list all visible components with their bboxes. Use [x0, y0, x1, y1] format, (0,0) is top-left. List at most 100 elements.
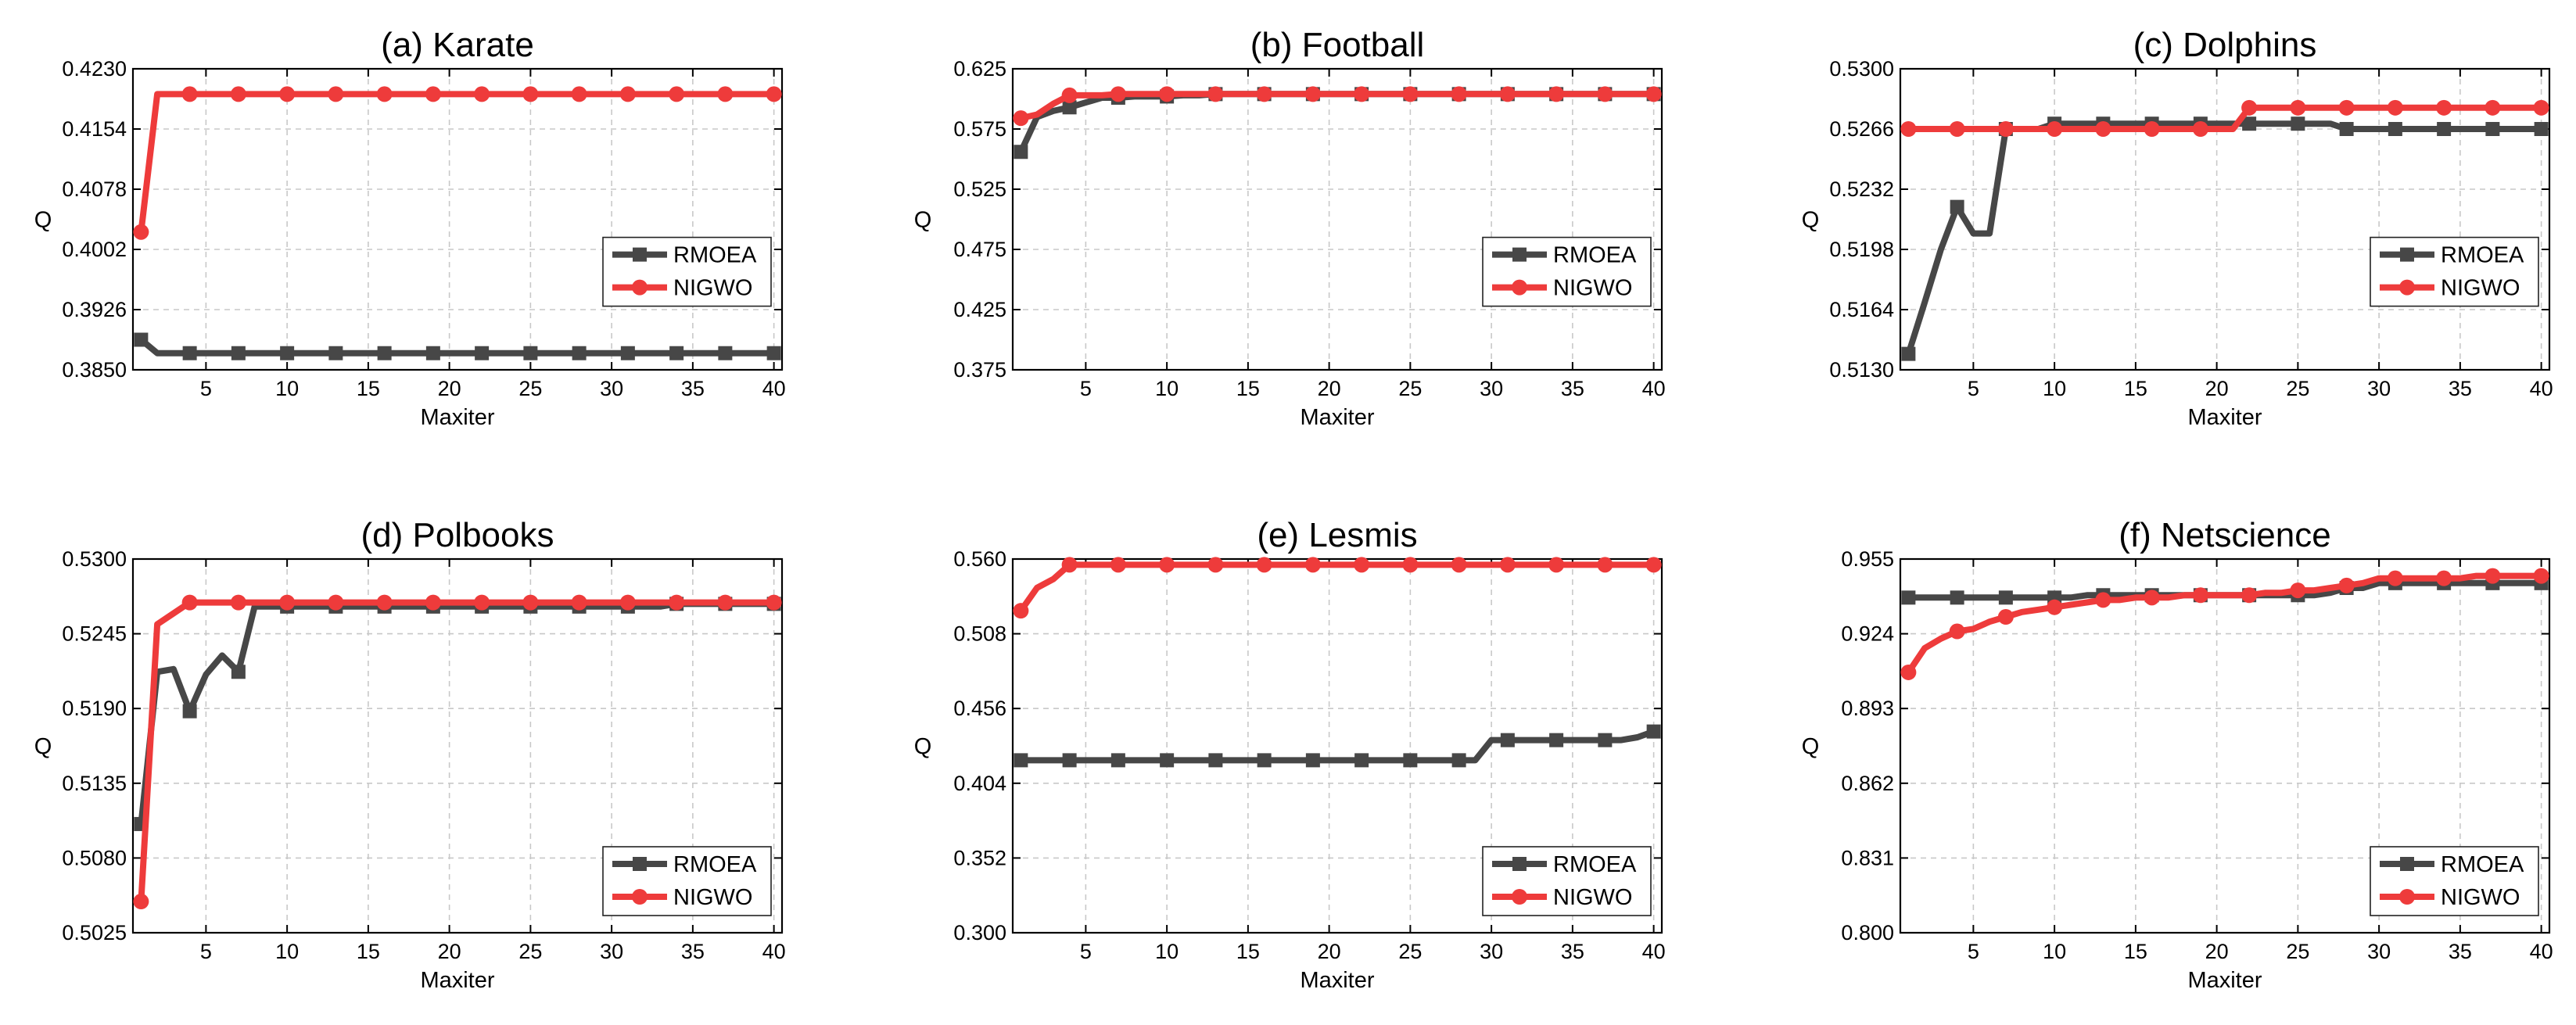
data-point: [425, 346, 440, 360]
y-tick-label: 0.300: [953, 921, 1006, 944]
y-tick-label: 0.924: [1841, 622, 1894, 646]
data-point: [2192, 587, 2208, 604]
data-point: [377, 346, 392, 360]
data-point: [1061, 557, 1078, 573]
data-point: [2047, 599, 2063, 615]
data-point: [2436, 570, 2452, 586]
y-tick-label: 0.508: [953, 622, 1006, 646]
legend-label: RMOEA: [2441, 243, 2524, 268]
legend-box: [602, 846, 772, 916]
chart-polbooks: 5 10 15 20 25 30 35 40 0.5025 0.5080 0.5135 0.5190 0…: [34, 516, 786, 993]
data-point: [230, 594, 246, 611]
data-point: [523, 346, 538, 360]
x-tick-label: 25: [1398, 940, 1422, 963]
plot-frame: [131, 557, 784, 934]
legend-marker: [1512, 247, 1527, 262]
y-tick-label: 0.831: [1841, 846, 1894, 869]
plot-frame: [1011, 557, 1663, 934]
plot-frame: [1899, 67, 2551, 371]
data-point: [474, 594, 490, 611]
data-point: [474, 86, 490, 102]
chart-title: (e) Lesmis: [1257, 516, 1417, 554]
data-point: [2388, 122, 2402, 136]
series-nigwo: [1013, 557, 1662, 619]
data-point: [1548, 557, 1565, 573]
legend-label: NIGWO: [673, 885, 753, 910]
y-tick-label: 0.456: [953, 697, 1006, 720]
data-point: [2437, 122, 2452, 136]
x-tick-label: 20: [1318, 377, 1341, 400]
data-point: [2338, 577, 2355, 593]
data-point: [1997, 121, 2014, 137]
x-tick-label: 10: [2043, 940, 2066, 963]
x-tick-label: 30: [600, 377, 623, 400]
chart-title: (d) Polbooks: [361, 516, 554, 554]
data-point: [1500, 733, 1515, 747]
x-tick-label: 35: [1561, 377, 1584, 400]
y-tick-label: 0.5232: [1829, 177, 1894, 201]
x-tick-label: 20: [2205, 940, 2229, 963]
y-tick-label: 0.5266: [1829, 117, 1894, 141]
data-point: [1110, 86, 1126, 102]
y-axis-label: Q: [34, 208, 52, 233]
y-tick-label: 0.5130: [1829, 358, 1894, 382]
data-point: [328, 346, 343, 360]
data-point: [1499, 557, 1516, 573]
x-tick-label: 15: [1236, 940, 1260, 963]
data-point: [231, 346, 246, 360]
data-point: [522, 86, 539, 102]
x-tick-label: 35: [1561, 940, 1584, 963]
y-axis-label: Q: [914, 208, 932, 233]
data-point: [619, 86, 636, 102]
data-point: [1354, 557, 1370, 573]
data-point: [1256, 86, 1272, 102]
series-rmoea: [1014, 87, 1661, 159]
data-point: [2338, 99, 2355, 116]
data-point: [2436, 99, 2452, 116]
data-point: [1451, 86, 1467, 102]
data-point: [669, 86, 685, 102]
y-tick-label: 0.4154: [62, 117, 127, 141]
legend-marker: [1512, 889, 1527, 905]
data-point: [2144, 121, 2160, 137]
legend-marker: [2399, 889, 2415, 905]
data-point: [718, 346, 733, 360]
x-tick-label: 30: [1480, 940, 1503, 963]
data-point: [182, 704, 197, 719]
x-tick-label: 35: [681, 377, 705, 400]
y-tick-label: 0.5135: [62, 772, 127, 795]
data-point: [134, 332, 149, 347]
data-point: [2095, 121, 2111, 137]
x-tick-label: 5: [1968, 377, 1979, 400]
data-point: [2241, 99, 2258, 116]
x-axis-label: Maxiter: [2187, 405, 2262, 430]
chart-title: (a) Karate: [381, 26, 534, 64]
y-tick-label: 0.5025: [62, 921, 127, 944]
data-point: [1110, 557, 1126, 573]
data-point: [425, 594, 441, 611]
data-point: [425, 86, 441, 102]
data-point: [1354, 86, 1370, 102]
y-tick-label: 0.575: [953, 117, 1006, 141]
chart-lesmis: 5 10 15 20 25 30 35 40 0.300 0.352 0.404 0.456 0.508…: [914, 516, 1666, 993]
x-axis-label: Maxiter: [2187, 968, 2262, 993]
data-point: [1950, 199, 1964, 214]
data-point: [619, 594, 636, 611]
x-tick-label: 40: [762, 377, 786, 400]
y-tick-label: 0.5080: [62, 846, 127, 869]
legend-label: NIGWO: [1553, 276, 1633, 301]
data-point: [2192, 121, 2208, 137]
data-point: [376, 86, 393, 102]
data-point: [669, 346, 684, 360]
data-point: [2290, 582, 2306, 599]
data-point: [1160, 753, 1175, 768]
data-point: [1062, 100, 1077, 115]
chart-title: (b) Football: [1250, 26, 1425, 64]
data-point: [1499, 86, 1516, 102]
data-point: [571, 86, 587, 102]
data-point: [1013, 603, 1029, 619]
data-point: [1256, 557, 1272, 573]
data-point: [1597, 557, 1613, 573]
legend-box: [1482, 846, 1652, 916]
legend-marker: [632, 279, 648, 296]
